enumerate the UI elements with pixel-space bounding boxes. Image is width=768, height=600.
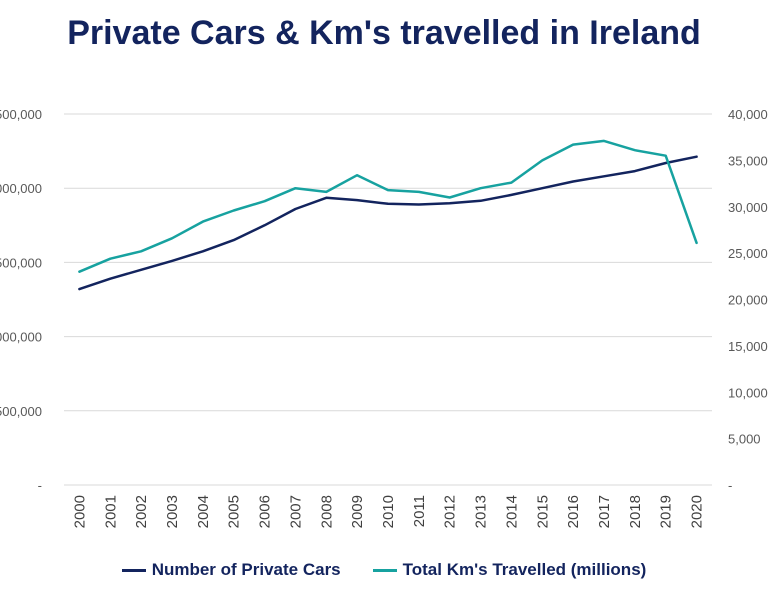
legend-swatch-cars [121,568,146,572]
x-tick-label: 2010 [380,495,397,528]
x-tick-label: 2015 [534,495,551,528]
left-tick-label: 1,500,000 [0,255,42,270]
right-tick-label: - [728,478,732,493]
x-tick-label: 2013 [473,495,490,528]
right-axis-ticks: - 5,000 10,000 15,000 20,000 25,000 30,000 35,0… [728,107,768,493]
legend-item-km: Total Km's Travelled (millions) [372,560,647,580]
left-tick-label: 500,000 [0,404,42,419]
x-tick-label: 2016 [565,495,582,528]
gridlines [64,113,712,486]
x-tick-label: 2009 [349,495,366,528]
x-tick-label: 2002 [133,495,150,528]
right-tick-label: 20,000 [728,293,768,308]
series-line-km-travelled [78,139,698,273]
right-tick-label: 5,000 [728,432,761,447]
right-tick-label: 25,000 [728,246,768,261]
series-lines [78,139,698,291]
x-tick-label: 2014 [503,495,520,528]
x-tick-label: 2020 [689,495,706,528]
left-tick-label: - [38,478,42,493]
left-axis-ticks: - 500,000 1,000,000 1,500,000 2,000,000 2,500… [0,107,42,493]
legend-swatch-km [372,568,397,572]
x-tick-label: 2012 [442,495,459,528]
legend-item-cars: Number of Private Cars [121,560,341,580]
x-tick-label: 2018 [627,495,644,528]
x-tick-label: 2007 [287,495,304,528]
legend-label-cars: Number of Private Cars [151,560,341,579]
right-tick-label: 40,000 [728,107,768,122]
x-tick-label: 2006 [257,495,274,528]
x-axis-ticks: 2000 2001 2002 2003 2004 2005 2006 2007 2008 2009… [71,495,705,528]
legend: Number of Private Cars Total Km's Travel… [0,560,768,580]
x-tick-label: 2017 [596,495,613,528]
right-tick-label: 10,000 [728,385,768,400]
left-tick-label: 2,000,000 [0,181,42,196]
right-tick-label: 30,000 [728,200,768,215]
x-tick-label: 2008 [318,495,335,528]
chart-title: Private Cars & Km's travelled in Ireland [67,14,701,52]
x-tick-label: 2000 [71,495,88,528]
left-tick-label: 2,500,000 [0,107,42,122]
right-tick-label: 35,000 [728,153,768,168]
series-line-private-cars [78,155,698,291]
left-tick-label: 1,000,000 [0,330,42,345]
x-tick-label: 2005 [226,495,243,528]
x-tick-label: 2011 [411,495,428,527]
x-tick-label: 2019 [658,495,675,528]
legend-label-km: Total Km's Travelled (millions) [402,560,647,579]
x-tick-label: 2004 [195,495,212,528]
right-tick-label: 15,000 [728,339,768,354]
x-tick-label: 2003 [164,495,181,528]
x-tick-label: 2001 [102,495,119,528]
